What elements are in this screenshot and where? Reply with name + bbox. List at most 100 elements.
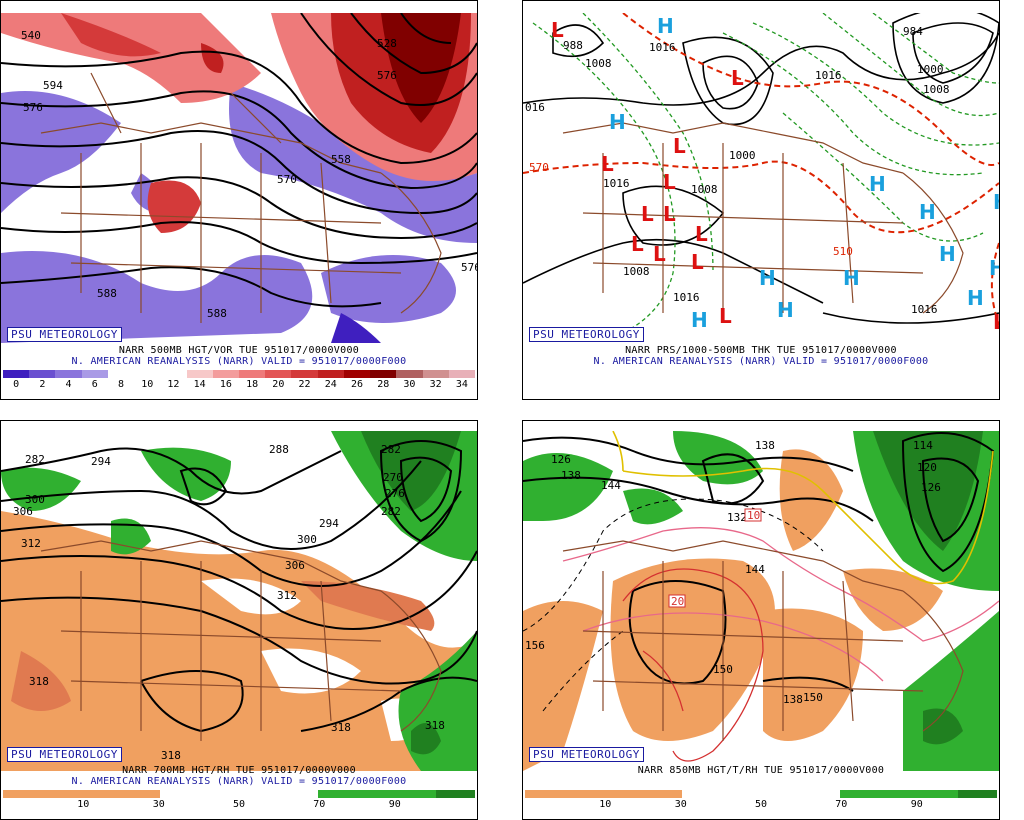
panel-title: NARR 850MB HGT/T/RH TUE 951017/0000V000 <box>637 765 885 776</box>
colorbar-label: 30 <box>674 799 687 810</box>
svg-text:H: H <box>657 14 674 38</box>
svg-text:312: 312 <box>277 589 297 602</box>
colorbar-swatch <box>317 370 344 378</box>
vorticity-colorbar <box>3 370 475 378</box>
humidity-700-map-graphic: 282 294 300 306 312 288 294 300 306 312 … <box>1 431 477 771</box>
humidity-850-map-graphic: 126 138 144 138 132 144 150 156 150 138 … <box>523 431 999 771</box>
colorbar-label: 16 <box>219 379 232 390</box>
colorbar-swatch <box>317 790 357 798</box>
svg-text:L: L <box>663 170 676 194</box>
colorbar-label: 12 <box>167 379 180 390</box>
svg-text:576: 576 <box>461 261 477 274</box>
colorbar-swatch <box>682 790 722 798</box>
svg-text:L: L <box>691 250 704 274</box>
colorbar-swatch <box>603 790 643 798</box>
svg-text:1008: 1008 <box>691 183 718 196</box>
svg-text:594: 594 <box>43 79 63 92</box>
humidity-700-map: 282 294 300 306 312 288 294 300 306 312 … <box>1 431 477 771</box>
colorbar-label: 10 <box>77 799 90 810</box>
colorbar-label: 50 <box>754 799 768 810</box>
colorbar-label: 90 <box>910 799 923 810</box>
colorbar-swatch <box>186 370 213 378</box>
colorbar-swatch <box>448 370 475 378</box>
colorbar-label: 30 <box>403 379 416 390</box>
svg-text:588: 588 <box>97 287 117 300</box>
svg-text:150: 150 <box>713 663 733 676</box>
colorbar-swatch <box>55 370 82 378</box>
colorbar-label: 14 <box>193 379 206 390</box>
svg-text:988: 988 <box>563 39 583 52</box>
colorbar-label: 8 <box>117 379 125 390</box>
colorbar-swatch <box>3 370 30 378</box>
panel-subtitle: N. AMERICAN REANALYSIS (NARR) VALID = 95… <box>593 356 929 367</box>
humidity-700-colorbar-labels: 10 30 50 70 90 <box>3 799 475 813</box>
svg-text:L: L <box>673 134 686 158</box>
svg-text:L: L <box>551 18 564 42</box>
psu-meteorology-badge: PSU METEOROLOGY <box>7 747 122 762</box>
colorbar-swatch <box>29 370 56 378</box>
colorbar-label: 30 <box>152 799 165 810</box>
colorbar-swatch <box>3 790 43 798</box>
svg-text:120: 120 <box>917 461 937 474</box>
svg-text:1016: 1016 <box>815 69 842 82</box>
svg-text:138: 138 <box>561 469 581 482</box>
colorbar-swatch <box>839 790 879 798</box>
colorbar-swatch <box>238 370 266 378</box>
colorbar-swatch <box>120 790 161 798</box>
svg-text:126: 126 <box>921 481 941 494</box>
panel-frame: 984 1016 1016 016 1000 1008 1000 1008 10… <box>522 0 1000 400</box>
svg-text:L: L <box>641 202 654 226</box>
svg-text:300: 300 <box>297 533 317 546</box>
svg-text:294: 294 <box>91 455 111 468</box>
colorbar-swatch <box>396 790 436 798</box>
colorbar-label: 10 <box>141 379 154 390</box>
colorbar-label: 6 <box>91 379 98 390</box>
colorbar-swatch <box>81 790 121 798</box>
svg-text:570: 570 <box>529 161 549 174</box>
panel-title: NARR PRS/1000-500MB THK TUE 951017/0000V… <box>625 345 897 356</box>
svg-text:270: 270 <box>383 471 403 484</box>
colorbar-label: 0 <box>13 379 20 390</box>
svg-text:306: 306 <box>13 505 33 518</box>
svg-text:L: L <box>601 152 614 176</box>
svg-text:282: 282 <box>381 443 401 456</box>
humidity-700-colorbar <box>3 790 475 798</box>
svg-text:318: 318 <box>29 675 49 688</box>
colorbar-swatch <box>642 790 683 798</box>
svg-text:984: 984 <box>903 25 923 38</box>
colorbar-swatch <box>212 370 239 378</box>
svg-text:312: 312 <box>21 537 41 550</box>
svg-text:L: L <box>653 242 666 266</box>
svg-text:288: 288 <box>269 443 289 456</box>
humidity-850-map: 126 138 144 138 132 144 150 156 150 138 … <box>523 431 999 771</box>
svg-text:1008: 1008 <box>623 265 650 278</box>
colorbar-swatch <box>42 790 82 798</box>
svg-text:156: 156 <box>525 639 545 652</box>
colorbar-swatch <box>918 790 958 798</box>
svg-text:510: 510 <box>833 245 853 258</box>
svg-text:H: H <box>843 266 860 290</box>
svg-text:558: 558 <box>331 153 351 166</box>
svg-text:318: 318 <box>425 719 445 732</box>
psu-meteorology-badge: PSU METEOROLOGY <box>529 747 644 762</box>
panel-subtitle: N. AMERICAN REANALYSIS (NARR) VALID = 95… <box>71 356 407 367</box>
colorbar-swatch <box>265 370 292 378</box>
colorbar-swatch <box>564 790 604 798</box>
panel-frame: 126 138 144 138 132 144 150 156 150 138 … <box>522 420 1000 820</box>
svg-text:L: L <box>731 66 744 90</box>
svg-text:1016: 1016 <box>649 41 676 54</box>
colorbar-swatch <box>238 790 279 798</box>
panel-title: NARR 500MB HGT/VOR TUE 951017/0000V000 <box>118 345 360 356</box>
colorbar-label: 28 <box>377 379 390 390</box>
colorbar-label: 50 <box>232 799 246 810</box>
svg-text:114: 114 <box>913 439 933 452</box>
svg-text:588: 588 <box>207 307 227 320</box>
colorbar-label: 90 <box>388 799 401 810</box>
svg-text:126: 126 <box>551 453 571 466</box>
colorbar-label: 34 <box>455 379 468 390</box>
colorbar-swatch <box>81 370 108 378</box>
svg-text:318: 318 <box>161 749 181 762</box>
colorbar-label: 20 <box>272 379 285 390</box>
colorbar-swatch <box>435 790 475 798</box>
colorbar-swatch <box>291 370 318 378</box>
